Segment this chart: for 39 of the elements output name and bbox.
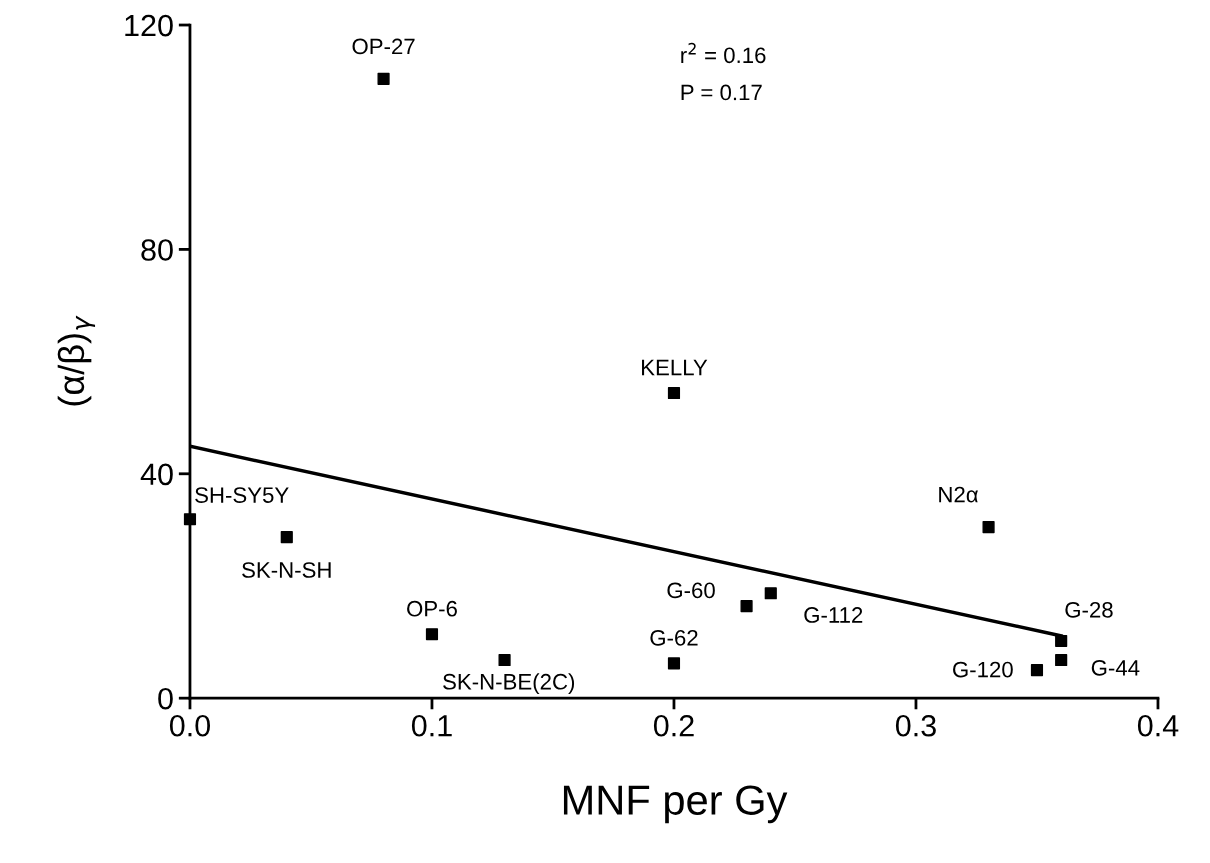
y-axis-title: (α/β)$_{γ}$ [57, 315, 96, 406]
annotation: SH-SY5Y [195, 487, 289, 503]
point [183, 513, 197, 526]
annotation: r$^{2}$ = 0.16 [681, 42, 766, 64]
annotation: OP-27 [352, 38, 415, 55]
x-tick-label: 0.0 [169, 714, 211, 737]
annotation: KELLY [642, 359, 708, 376]
annotation: P = 0.17 [681, 84, 762, 101]
x-tick-label: 0.3 [895, 714, 936, 737]
point [740, 600, 753, 613]
point [280, 531, 293, 544]
annotation: SK-N-SH [242, 562, 331, 578]
y-tick-label: 80 [141, 239, 173, 261]
annotation: G-62 [650, 630, 698, 646]
x-tick-label: 0.4 [1137, 714, 1179, 737]
point [425, 628, 439, 641]
annotation: N2α [939, 486, 978, 503]
point [667, 386, 681, 400]
y-tick-label: 0 [158, 687, 173, 710]
point [377, 72, 390, 85]
point [1030, 664, 1044, 677]
annotation: G-112 [804, 607, 863, 623]
point [1055, 634, 1068, 648]
point [498, 653, 511, 667]
annotation: G-44 [1091, 659, 1140, 676]
x-axis-title: MNF per Gy [563, 785, 788, 824]
x-tick-label: 0.1 [411, 714, 452, 737]
point [667, 657, 681, 670]
point [1055, 653, 1068, 667]
x-tick-label: 0.2 [653, 714, 694, 737]
y-tick-label: 40 [140, 463, 173, 486]
point [982, 521, 995, 534]
annotation: G-60 [667, 582, 715, 599]
point [764, 587, 777, 600]
annotation: G-120 [953, 661, 1013, 678]
annotation: SK-N-BE(2C) [443, 673, 575, 694]
annotation: OP-6 [407, 600, 457, 617]
annotation: G-28 [1065, 602, 1113, 618]
y-tick-label: 120 [125, 14, 173, 37]
